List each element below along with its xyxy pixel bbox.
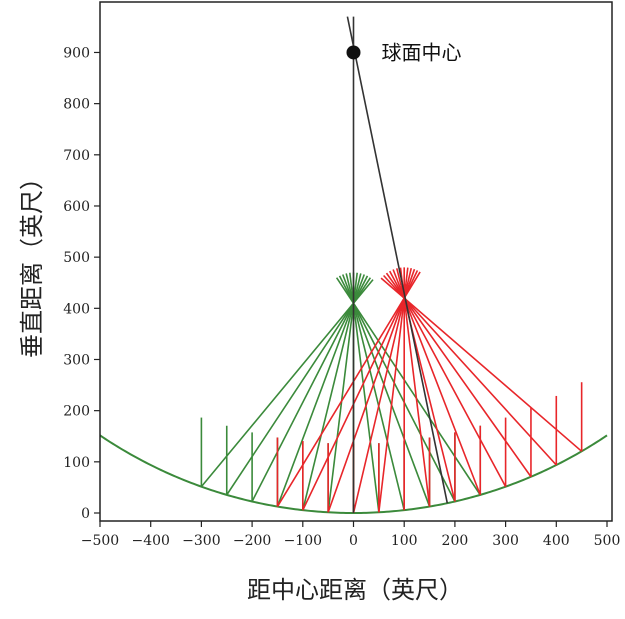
x-tick-label: 100 (391, 533, 418, 549)
x-tick-label: 0 (349, 533, 358, 549)
axes: −500 −400 −300 −200 −100 0 100 200 300 400 500 0 100… (63, 45, 620, 549)
plot-content (99, 16, 608, 515)
y-tick-label: 200 (63, 404, 90, 420)
green-reflected-ray (200, 279, 374, 488)
sphere-center-label: 球面中心 (382, 40, 462, 64)
red-reflected-ray (352, 268, 413, 514)
red-reflected-ray (302, 270, 419, 511)
y-tick-label: 600 (63, 199, 90, 215)
y-tick-label: 500 (63, 250, 90, 266)
x-tick-label: −100 (284, 533, 322, 549)
x-tick-label: 400 (543, 533, 570, 549)
red-reflected-ray (388, 270, 507, 488)
green-reflected-ray (302, 273, 362, 511)
green-reflected-ray (345, 273, 405, 511)
green-reflected-ray (335, 277, 481, 496)
x-tick-label: −500 (81, 533, 119, 549)
red-reflected-ray (380, 277, 583, 452)
red-reflected-ray (385, 272, 532, 478)
sphere-center-dot (346, 45, 361, 60)
x-tick-label: 500 (594, 533, 621, 549)
x-tick-label: −200 (233, 533, 271, 549)
green-reflected-ray (276, 274, 365, 507)
x-tick-label: −400 (131, 533, 169, 549)
axis-line-slanted (346, 16, 449, 504)
red-reflected-ray (399, 267, 431, 507)
red-reflected-ray (383, 274, 557, 466)
green-reflected-ray (327, 272, 358, 513)
y-axis-title: 垂直距离（英尺） (18, 166, 46, 358)
green-reflected-ray (226, 277, 372, 496)
green-reflected-ray (251, 275, 369, 502)
red-reflected-ray (327, 268, 416, 513)
green-reflected-ray (342, 274, 431, 507)
red-reflected-ray (378, 267, 409, 513)
y-tick-label: 700 (63, 148, 90, 164)
x-axis-title: 距中心距离（英尺） (247, 576, 463, 604)
plot-frame (99, 1, 613, 522)
green-reflected-ray (349, 272, 380, 513)
y-tick-label: 300 (63, 352, 90, 368)
y-tick-label: 0 (81, 506, 90, 522)
red-reflected-ray (276, 271, 421, 507)
y-tick-label: 900 (63, 45, 90, 61)
x-tick-label: 300 (492, 533, 519, 549)
x-tick-label: −300 (182, 533, 220, 549)
green-reflected-ray (338, 275, 456, 502)
y-tick-label: 100 (63, 455, 90, 471)
y-tick-label: 400 (63, 301, 90, 317)
y-tick-label: 800 (63, 97, 90, 113)
x-tick-label: 200 (442, 533, 469, 549)
